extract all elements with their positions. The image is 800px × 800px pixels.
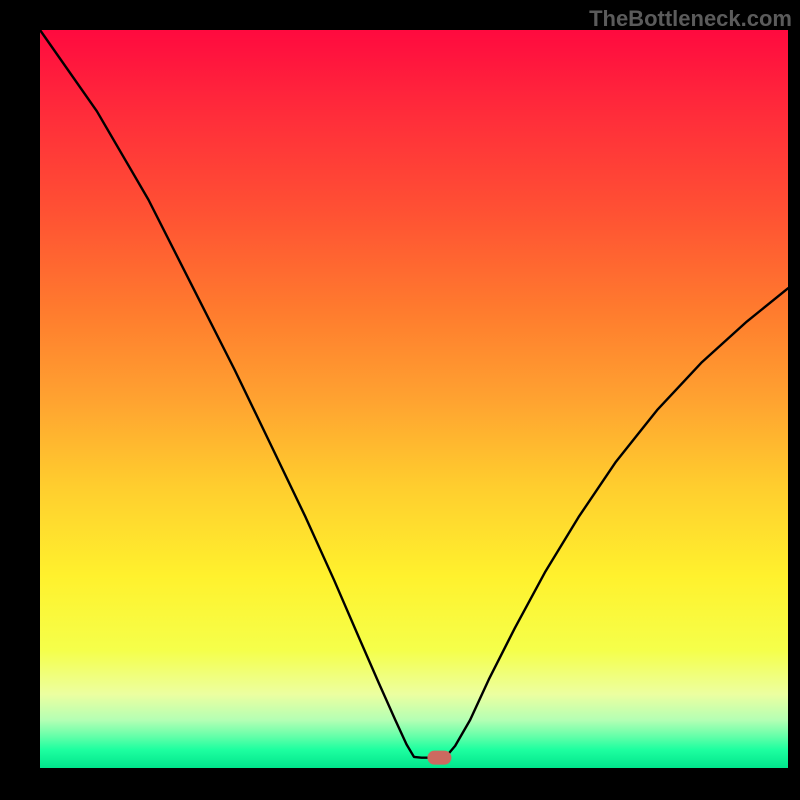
- optimal-marker: [427, 751, 451, 765]
- watermark-text: TheBottleneck.com: [589, 6, 792, 32]
- plot-background: [40, 30, 788, 768]
- bottleneck-chart: [0, 0, 800, 800]
- chart-container: TheBottleneck.com: [0, 0, 800, 800]
